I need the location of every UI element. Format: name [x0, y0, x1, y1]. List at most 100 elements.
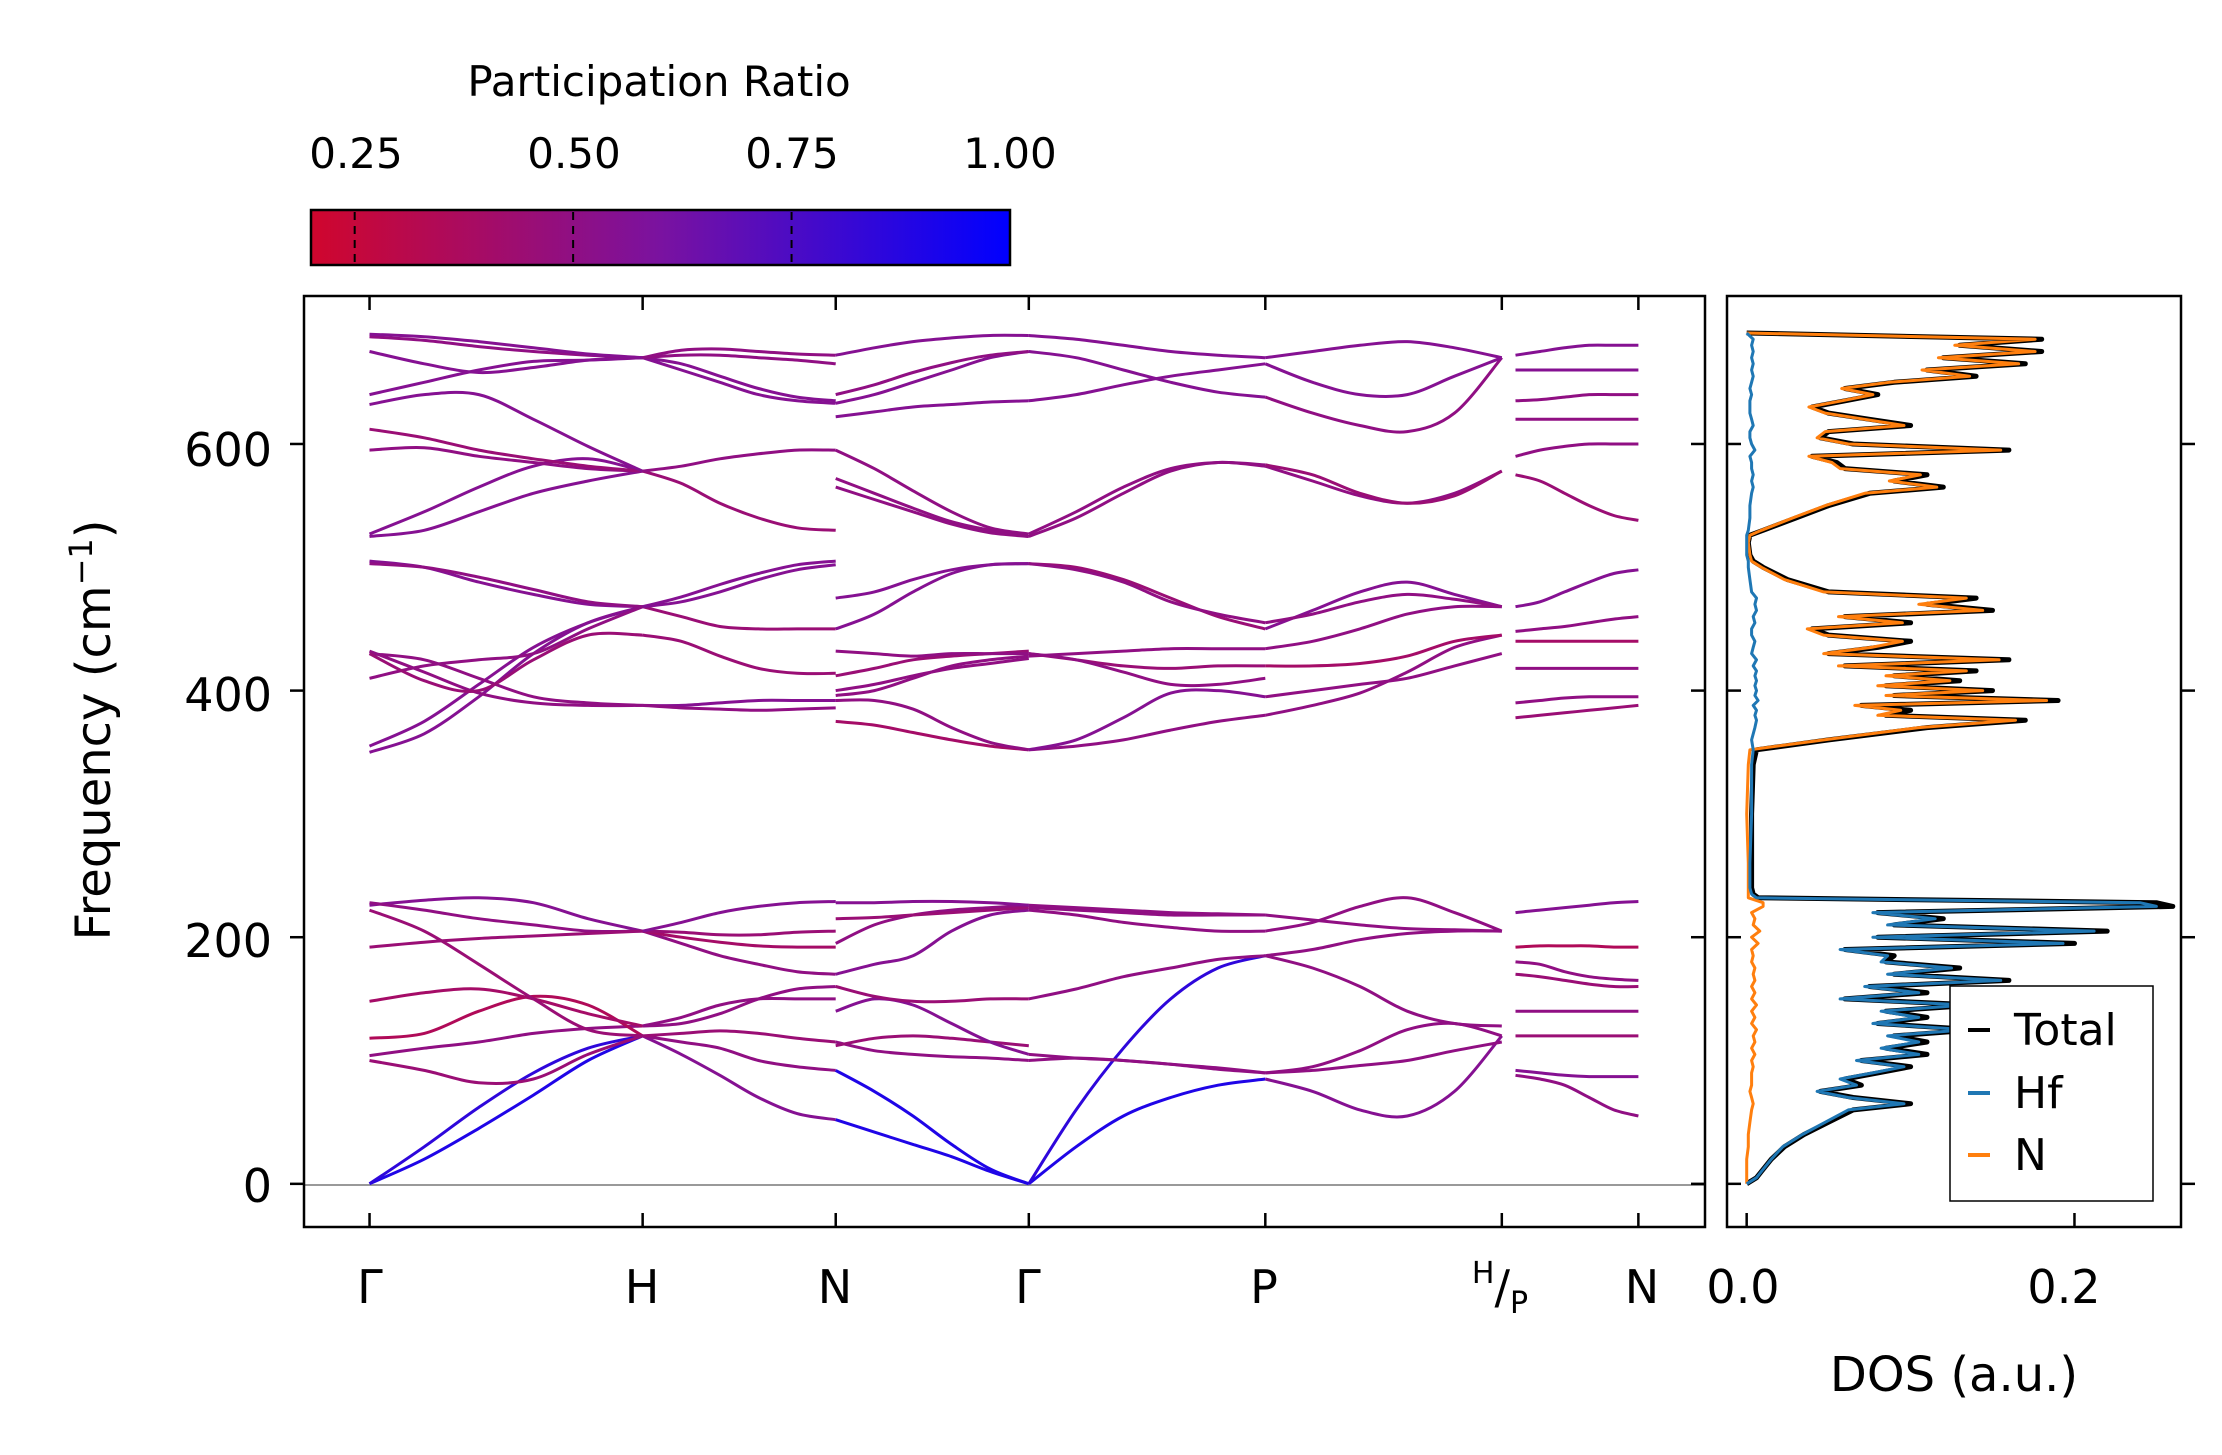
- x-tick-label-p: P: [1250, 1260, 1278, 1314]
- legend-label-total: Total: [2013, 1005, 2117, 1056]
- band-line: [1265, 633, 1502, 668]
- band-line: [835, 350, 1030, 405]
- band-line: [1264, 633, 1503, 717]
- band-line: [835, 485, 1029, 538]
- band-line: [1264, 580, 1503, 631]
- band-line: [642, 633, 836, 676]
- band-line: [835, 350, 1029, 397]
- band-line: [1028, 362, 1266, 403]
- band-line: [369, 987, 643, 1028]
- band-line: [1515, 568, 1639, 609]
- band-line: [1264, 463, 1503, 505]
- band-line: [368, 1034, 643, 1186]
- band-axis-ticks: [290, 296, 1705, 1227]
- band-line: [835, 657, 1030, 693]
- band-line: [369, 469, 643, 538]
- band-line: [835, 448, 1030, 536]
- colorbar-tick-label: 0.25: [309, 129, 403, 178]
- band-line: [1515, 944, 1639, 949]
- dos-legend: Total Hf N: [1949, 985, 2154, 1202]
- band-line: [835, 399, 1029, 419]
- band-line: [1515, 442, 1639, 458]
- band-line: [642, 356, 836, 405]
- band-line: [1515, 900, 1639, 915]
- band-line: [642, 448, 836, 473]
- dos-panel-frame: [1725, 294, 2183, 1229]
- band-line: [368, 605, 644, 748]
- band-structure-panel: 0 200 400 600 Frequency (cm−1) Γ H N Γ P…: [62, 294, 1707, 1321]
- band-line: [1264, 356, 1503, 434]
- band-line: [835, 906, 1029, 921]
- band-line: [369, 605, 644, 754]
- y-tick-label: 0: [243, 1159, 272, 1213]
- x-tick-label-h-over-p: H/P: [1472, 1256, 1528, 1321]
- colorbar-tick-label: 1.00: [963, 129, 1057, 178]
- dos-x-tick-label: 0.2: [2027, 1260, 2100, 1314]
- dos-x-axis-label: DOS (a.u.): [1830, 1347, 2078, 1403]
- band-line: [1028, 652, 1266, 688]
- band-line: [1028, 647, 1266, 658]
- band-line: [642, 698, 836, 708]
- band-line: [642, 985, 836, 1028]
- band-line: [642, 703, 836, 712]
- band-line: [1027, 1077, 1266, 1185]
- band-line: [1515, 392, 1639, 403]
- x-tick-label-n: N: [1625, 1260, 1659, 1314]
- colorbar-tick-label: 0.75: [745, 129, 839, 178]
- band-lines: [368, 332, 1639, 1186]
- band-line: [834, 1069, 1030, 1186]
- band-line: [835, 908, 1029, 976]
- band-line: [642, 605, 836, 631]
- band-line: [835, 899, 1029, 907]
- band-line: [1265, 896, 1503, 933]
- colorbar-ticks: [353, 212, 793, 263]
- band-line: [1028, 908, 1266, 933]
- x-tick-label-gamma: Γ: [1015, 1260, 1041, 1314]
- band-line: [1264, 356, 1503, 399]
- band-line: [835, 903, 1029, 945]
- band-line: [1515, 960, 1639, 982]
- band-line: [835, 477, 1030, 538]
- band-line: [369, 562, 643, 609]
- band-line: [369, 901, 643, 934]
- band-line: [1028, 1052, 1266, 1075]
- dos-panel: 0.0 0.2 DOS (a.u.) Total Hf N: [1706, 294, 2195, 1403]
- band-line: [642, 469, 836, 532]
- band-line: [1028, 688, 1266, 752]
- band-line: [369, 356, 643, 397]
- band-line: [1515, 703, 1639, 720]
- band-line: [369, 605, 644, 680]
- y-axis-label-close: ): [66, 519, 122, 538]
- band-line: [1028, 460, 1266, 536]
- band-line: [1265, 592, 1503, 625]
- colorbar-tick-label: 0.50: [527, 129, 621, 178]
- band-line: [835, 562, 1029, 600]
- band-line: [1265, 652, 1503, 699]
- band-line: [369, 332, 643, 360]
- x-tick-label-n: N: [818, 1260, 852, 1314]
- dos-x-tick-label: 0.0: [1706, 1260, 1779, 1314]
- band-line: [1515, 1068, 1639, 1079]
- band-line: [835, 997, 1030, 1056]
- y-tick-label: 600: [184, 423, 272, 477]
- band-line: [368, 1034, 644, 1186]
- dos-curve-hf: [1745, 331, 2158, 1186]
- band-line: [368, 631, 643, 693]
- hp-sup: H: [1472, 1256, 1495, 1291]
- band-line: [368, 649, 643, 708]
- y-axis-label-sup: −1: [62, 538, 100, 585]
- band-line: [369, 1024, 643, 1058]
- band-line: [1515, 473, 1639, 522]
- colorbar: Participation Ratio 0.25 0.50 0.75 1.00: [309, 57, 1057, 267]
- band-line: [368, 457, 643, 536]
- band-line: [369, 652, 643, 707]
- band-line: [369, 350, 643, 375]
- band-line: [1264, 1034, 1503, 1119]
- hp-slash: /: [1494, 1260, 1510, 1314]
- dos-curve-n: [1745, 331, 2049, 1184]
- colorbar-gradient: [309, 208, 1012, 267]
- y-tick-label: 400: [184, 668, 272, 722]
- band-line: [1028, 562, 1266, 625]
- band-line: [1028, 954, 1266, 1001]
- band-line: [1028, 562, 1266, 631]
